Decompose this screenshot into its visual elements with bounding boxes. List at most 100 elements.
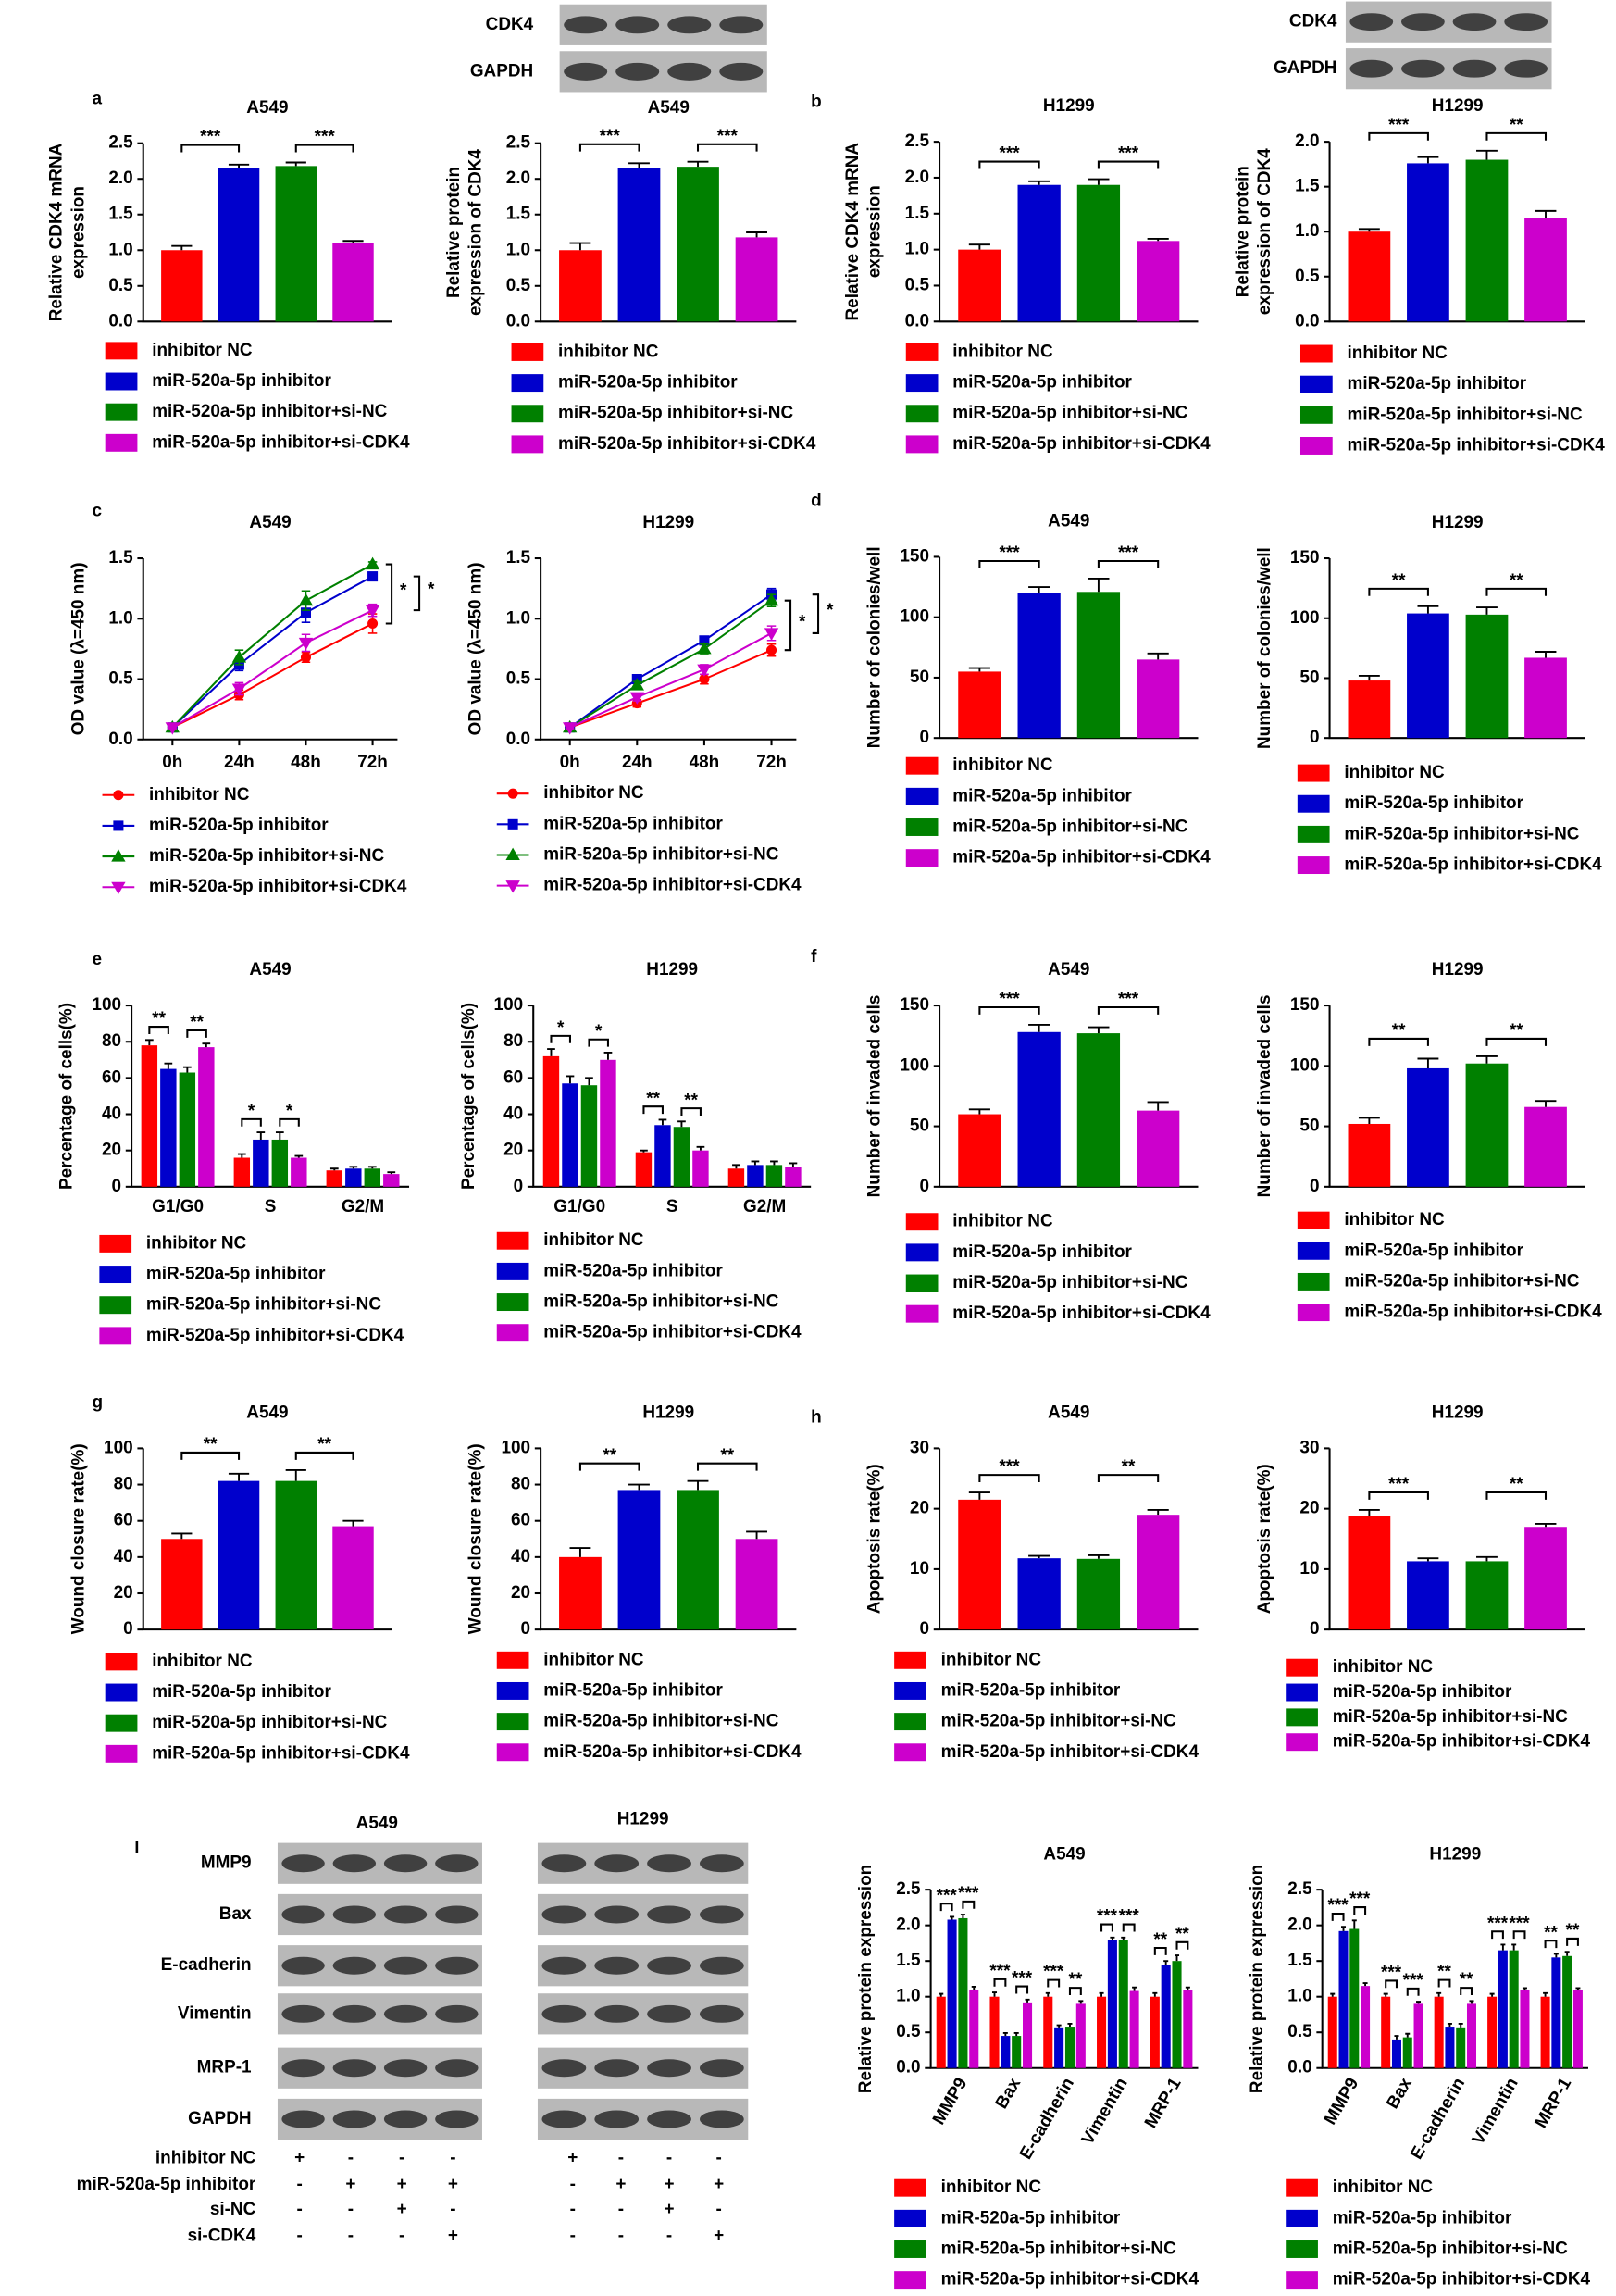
- y-tick-label: 2.5: [905, 131, 929, 151]
- blot-band: [281, 1854, 325, 1873]
- y-tick-label: 20: [102, 1141, 121, 1160]
- marker: [365, 605, 380, 618]
- y-axis-label: expression: [865, 185, 885, 278]
- legend-swatch: [905, 405, 939, 423]
- legend-label: inhibitor NC: [941, 1650, 1042, 1669]
- significance-bracket: [696, 1462, 758, 1471]
- legend-label: miR-520a-5p inhibitor+si-CDK4: [543, 876, 802, 895]
- y-tick-label: 150: [1290, 548, 1320, 568]
- y-axis-label: Percentage of cells(%): [57, 1003, 77, 1190]
- legend-swatch: [1297, 825, 1330, 843]
- marker: [563, 722, 578, 735]
- legend-swatch: [1286, 1658, 1318, 1677]
- significance-label: **: [190, 1013, 204, 1032]
- bar: [1349, 1928, 1360, 2068]
- marker: [365, 556, 380, 570]
- blot-band: [699, 1905, 744, 1924]
- y-tick-label: 1.0: [108, 240, 132, 259]
- significance-bracket: [1368, 587, 1429, 596]
- blot-band: [647, 1854, 691, 1873]
- blot-band: [383, 1956, 428, 1975]
- bar: [600, 1059, 616, 1187]
- y-tick-label: 2.0: [896, 1915, 920, 1935]
- legend-label: miR-520a-5p inhibitor+si-NC: [1333, 1707, 1568, 1727]
- error-bar: [294, 1154, 304, 1158]
- legend-label: inhibitor NC: [952, 755, 1053, 775]
- blot-band: [435, 1905, 479, 1924]
- significance-bracket: [962, 1900, 976, 1909]
- significance-label: ***: [315, 128, 336, 147]
- legend-swatch: [496, 1231, 529, 1250]
- y-axis-label: Number of colonies/well: [1255, 547, 1274, 749]
- legend-label: inhibitor NC: [146, 1233, 247, 1253]
- error-bar: [1417, 605, 1439, 614]
- blot-row-label: Bax: [219, 1904, 252, 1924]
- bar: [542, 1055, 560, 1187]
- table-cell: +: [448, 2226, 458, 2245]
- blot-band: [699, 2004, 744, 2023]
- marker: [367, 618, 379, 630]
- legend-label: miR-520a-5p inhibitor: [941, 1680, 1121, 1700]
- y-tick-label: 1.5: [1295, 177, 1319, 196]
- significance-bracket: [550, 1034, 571, 1043]
- significance-label: ***: [1097, 1907, 1118, 1927]
- significance-label: ***: [937, 1886, 958, 1905]
- table-cell: -: [716, 2149, 722, 2168]
- bar: [1407, 1067, 1449, 1187]
- bar: [233, 1157, 251, 1187]
- error-bar: [171, 1532, 193, 1540]
- x-tick-label: Vimentin: [1078, 2075, 1132, 2148]
- error-bar: [228, 163, 250, 168]
- bar: [1097, 1996, 1107, 2068]
- bar: [1465, 614, 1509, 739]
- bar: [947, 1919, 957, 2068]
- table-cell: -: [666, 2226, 672, 2245]
- y-axis-label: Relative protein expression: [856, 1865, 876, 2093]
- table-cell: -: [450, 2200, 455, 2219]
- legend-swatch: [105, 1653, 138, 1671]
- table-cell: +: [397, 2200, 407, 2219]
- blot-band: [647, 2059, 691, 2078]
- error-bar: [658, 1118, 667, 1126]
- legend-label: miR-520a-5p inhibitor: [952, 373, 1132, 393]
- legend-label: miR-520a-5p inhibitor: [952, 1242, 1132, 1262]
- legend-label: miR-520a-5p inhibitor: [1344, 793, 1523, 813]
- bar: [1076, 1558, 1121, 1630]
- legend-swatch: [1286, 2178, 1318, 2197]
- table-cell: -: [296, 2200, 302, 2219]
- table-cell: -: [348, 2200, 354, 2219]
- y-tick-label: 2.0: [506, 168, 530, 188]
- table-cell: +: [714, 2175, 724, 2194]
- blot-band: [281, 2004, 325, 2023]
- error-bar: [228, 1472, 250, 1481]
- error-bar: [342, 240, 364, 243]
- significance-label: ***: [999, 144, 1020, 164]
- significance-bracket: [385, 563, 393, 625]
- legend-label: inhibitor NC: [952, 342, 1053, 361]
- bar: [1076, 184, 1121, 322]
- blot-band: [615, 62, 660, 81]
- legend-label: miR-520a-5p inhibitor+si-CDK4: [1333, 1732, 1591, 1752]
- blot-band: [647, 1956, 691, 1975]
- table-cell: +: [665, 2175, 675, 2194]
- blot-band: [594, 2059, 640, 2078]
- table-cell: +: [615, 2175, 626, 2194]
- error-bar: [1362, 1982, 1368, 1987]
- error-bar: [1535, 651, 1557, 658]
- legend-swatch: [511, 374, 544, 393]
- legend-swatch: [894, 2178, 926, 2197]
- line: [171, 563, 374, 729]
- y-tick-label: 150: [900, 546, 929, 566]
- legend-marker: [111, 849, 126, 862]
- significance-bracket: [1485, 1491, 1548, 1500]
- significance-label: ***: [1328, 1896, 1349, 1915]
- x-tick-label: Bax: [992, 2074, 1026, 2112]
- table-row-label: inhibitor NC: [155, 2149, 256, 2168]
- error-bar: [751, 1160, 760, 1166]
- blot-band: [541, 1956, 587, 1975]
- error-bar: [1543, 1991, 1548, 1997]
- error-bar: [387, 1171, 396, 1175]
- x-tick-label: 72h: [756, 753, 787, 772]
- x-tick-label: MRP-1: [1532, 2075, 1576, 2132]
- significance-bracket: [939, 1903, 953, 1912]
